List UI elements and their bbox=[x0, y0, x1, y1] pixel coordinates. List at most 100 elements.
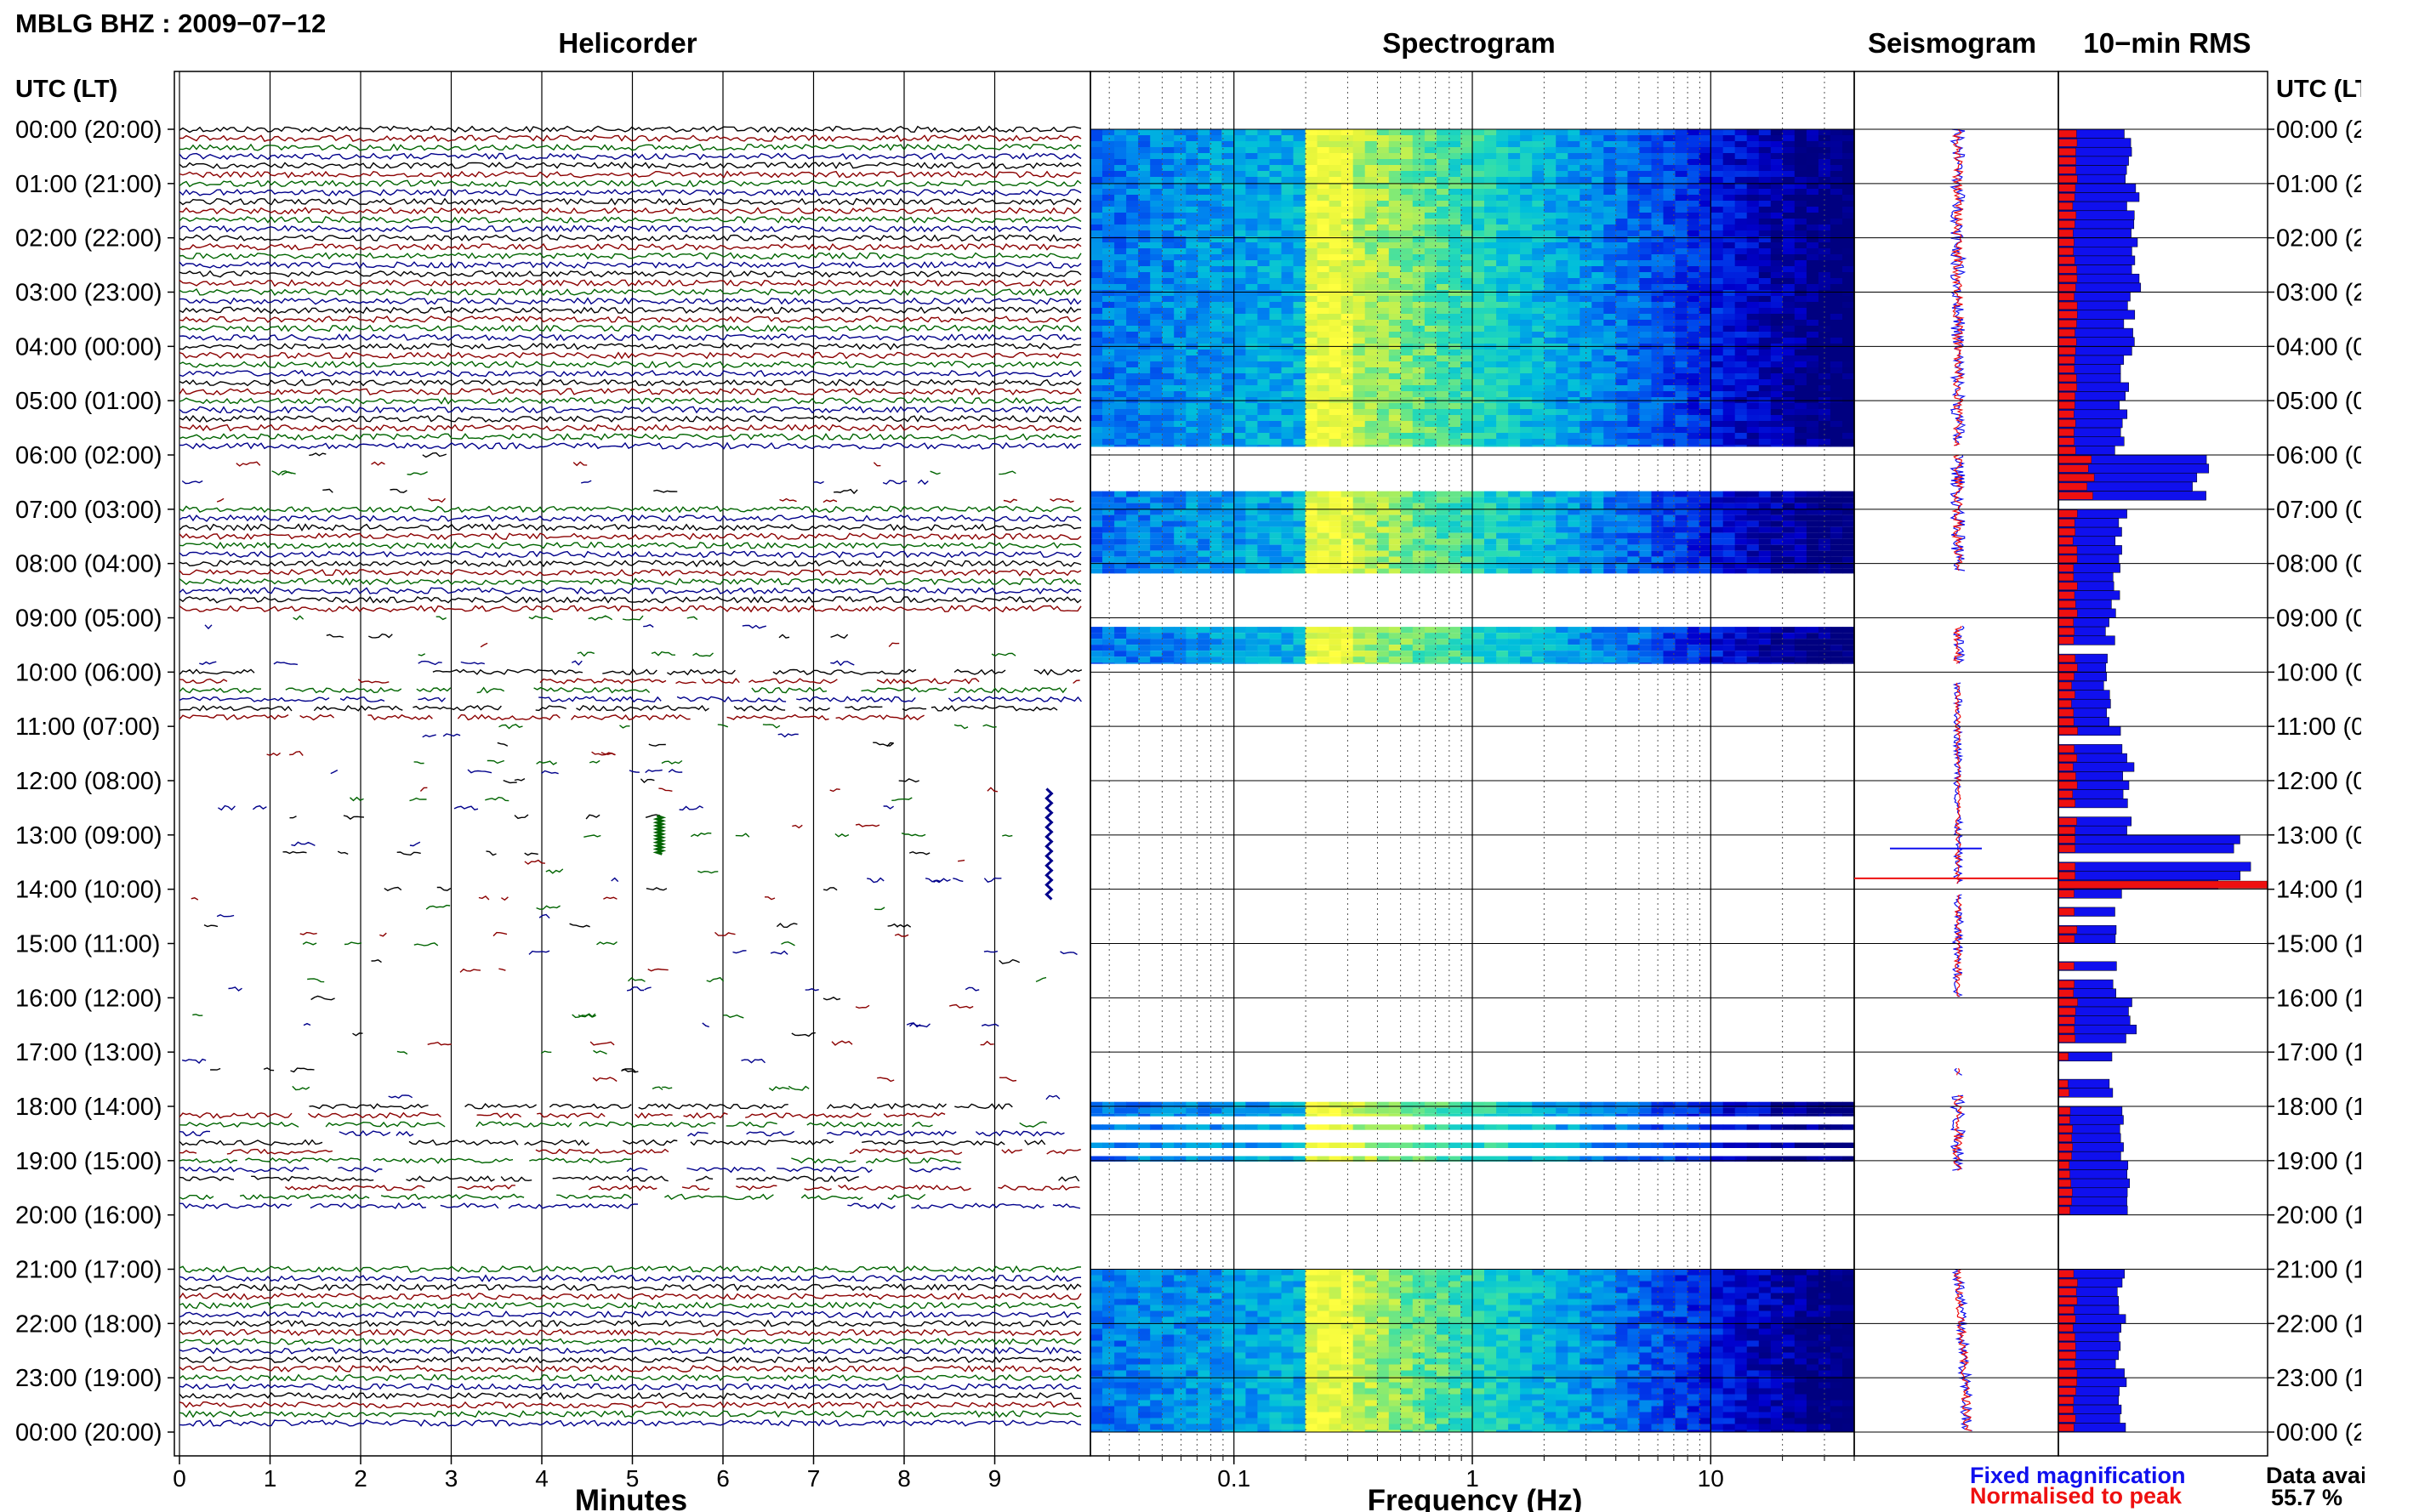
spectrogram-cell bbox=[1388, 391, 1402, 397]
spectrogram-cell bbox=[1317, 538, 1330, 545]
spectrogram-cell bbox=[1317, 391, 1330, 397]
spectrogram-cell bbox=[1233, 296, 1246, 302]
spectrogram-cell bbox=[1556, 544, 1568, 551]
spectrogram-cell bbox=[1352, 526, 1366, 533]
spectrogram-cell bbox=[1675, 296, 1688, 302]
spectrogram-cell bbox=[1186, 266, 1198, 272]
spectrogram-cell bbox=[1329, 633, 1342, 639]
spectrogram-cell bbox=[1221, 491, 1234, 497]
spectrogram-cell bbox=[1806, 260, 1819, 266]
spectrogram-cell bbox=[1114, 1101, 1127, 1108]
spectrogram-cell bbox=[1579, 633, 1592, 639]
spectrogram-cell bbox=[1734, 355, 1748, 361]
spectrogram-cell bbox=[1782, 165, 1796, 171]
spectrogram-cell bbox=[1245, 415, 1258, 421]
spectrogram-cell bbox=[1758, 657, 1772, 663]
spectrogram-cell bbox=[1186, 633, 1198, 639]
spectrogram-cell bbox=[1162, 562, 1175, 569]
spectrogram-cell bbox=[1603, 242, 1616, 248]
spectrogram-cell bbox=[1532, 403, 1545, 409]
spectrogram-cell bbox=[1329, 296, 1342, 302]
spectrogram-cell bbox=[1281, 421, 1295, 427]
spectrogram-cell bbox=[1329, 403, 1342, 409]
spectrogram-cell bbox=[1340, 544, 1354, 551]
spectrogram-cell bbox=[1830, 248, 1843, 254]
spectrogram-cell bbox=[1842, 189, 1855, 195]
spectrogram-cell bbox=[1591, 260, 1604, 266]
spectrogram-cell bbox=[1305, 183, 1318, 189]
spectrogram-cell bbox=[1603, 266, 1616, 272]
spectrogram-cell bbox=[1448, 379, 1461, 385]
spectrogram-cell bbox=[1388, 225, 1402, 230]
spectrogram-cell bbox=[1484, 662, 1497, 664]
spectrogram-cell bbox=[1544, 403, 1557, 409]
spectrogram-cell bbox=[1556, 219, 1568, 225]
spectrogram-cell bbox=[1340, 260, 1354, 266]
spectrogram-cell bbox=[1174, 296, 1187, 302]
spectrogram-cell bbox=[1269, 326, 1283, 332]
spectrogram-cell bbox=[1257, 219, 1270, 225]
spectrogram-cell bbox=[1186, 326, 1198, 332]
spectrogram-cell bbox=[1162, 1101, 1175, 1108]
spectrogram-cell bbox=[1293, 225, 1306, 230]
spectrogram-cell bbox=[1818, 397, 1831, 403]
spectrogram-cell bbox=[1746, 514, 1760, 521]
spectrogram-cell bbox=[1710, 296, 1724, 302]
spectrogram-cell bbox=[1675, 338, 1688, 344]
spectrogram-cell bbox=[1675, 129, 1688, 135]
spectrogram-cell bbox=[1329, 421, 1342, 427]
spectrogram-cell bbox=[1794, 538, 1807, 545]
spectrogram-cell bbox=[1388, 177, 1402, 183]
spectrogram-cell bbox=[1352, 544, 1366, 551]
spectrogram-cell bbox=[1484, 556, 1497, 563]
spectrogram-cell bbox=[1830, 296, 1843, 302]
spectrogram-cell bbox=[1782, 379, 1796, 385]
spectrogram-cell bbox=[1269, 1107, 1283, 1114]
spectrogram-cell bbox=[1460, 514, 1473, 521]
spectrogram-cell bbox=[1198, 141, 1210, 147]
spectrogram-cell bbox=[1364, 165, 1378, 171]
spectrogram-cell bbox=[1126, 627, 1139, 634]
spectrogram-cell bbox=[1388, 397, 1402, 403]
spectrogram-cell bbox=[1842, 320, 1855, 326]
spectrogram-cell bbox=[1782, 230, 1796, 236]
spectrogram-cell bbox=[1245, 308, 1258, 314]
spectrogram-cell bbox=[1162, 242, 1175, 248]
spectrogram-cell bbox=[1818, 662, 1831, 664]
spectrogram-cell bbox=[1806, 445, 1819, 447]
spectrogram-cell bbox=[1675, 272, 1688, 278]
spectrogram-cell bbox=[1806, 379, 1819, 385]
spectrogram-cell bbox=[1532, 427, 1545, 433]
spectrogram-cell bbox=[1376, 290, 1390, 296]
spectrogram-cell bbox=[1150, 568, 1163, 574]
spectrogram-cell bbox=[1484, 355, 1497, 361]
spectrogram-cell bbox=[1663, 296, 1676, 302]
spectrogram-cell bbox=[1162, 509, 1175, 515]
spectrogram-cell bbox=[1472, 177, 1485, 183]
spectrogram-cell bbox=[1090, 520, 1103, 527]
spectrogram-cell bbox=[1675, 302, 1688, 308]
spectrogram-cell bbox=[1591, 639, 1604, 645]
spectrogram-cell bbox=[1699, 1101, 1712, 1108]
spectrogram-cell bbox=[1842, 503, 1855, 509]
spectrogram-cell bbox=[1758, 651, 1772, 657]
spectrogram-cell bbox=[1687, 147, 1700, 153]
spectrogram-cell bbox=[1305, 439, 1318, 445]
spectrogram-cell bbox=[1114, 639, 1127, 645]
spectrogram-cell bbox=[1376, 272, 1390, 278]
spectrogram-cell bbox=[1329, 254, 1342, 260]
spectrogram-cell bbox=[1532, 135, 1545, 141]
spectrogram-cell bbox=[1293, 445, 1306, 447]
spectrogram-cell bbox=[1198, 1113, 1210, 1117]
spectrogram-cell bbox=[1245, 445, 1258, 447]
spectrogram-cell bbox=[1412, 568, 1426, 574]
spectrogram-cell bbox=[1782, 509, 1796, 515]
spectrogram-cell bbox=[1090, 639, 1103, 645]
spectrogram-cell bbox=[1615, 159, 1628, 165]
spectrogram-cell bbox=[1579, 526, 1592, 533]
spectrogram-cell bbox=[1293, 491, 1306, 497]
spectrogram-cell bbox=[1758, 503, 1772, 509]
spectrogram-cell bbox=[1400, 639, 1414, 645]
spectrogram-cell bbox=[1532, 326, 1545, 332]
spectrogram-cell bbox=[1591, 520, 1604, 527]
